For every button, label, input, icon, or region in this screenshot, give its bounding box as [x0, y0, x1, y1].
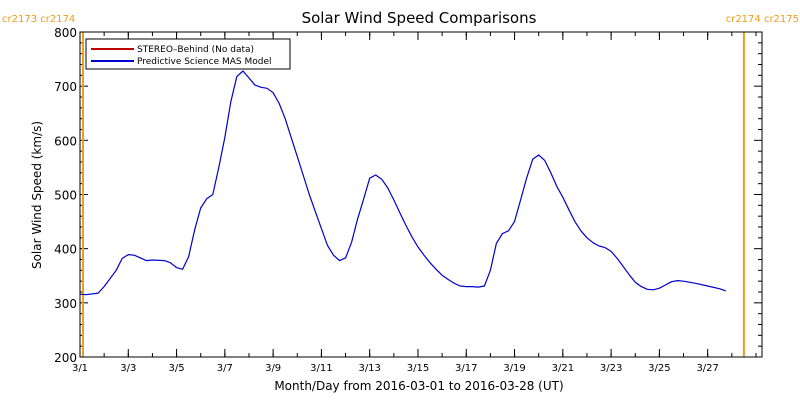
series-line-mas-model [79, 70, 726, 296]
legend-label-stereo: STEREO–Behind (No data) [137, 45, 254, 55]
x-tick-label: 3/25 [648, 363, 670, 374]
x-tick-label: 3/21 [552, 363, 574, 374]
cr-marker-label-right: cr2174 cr2175 [726, 14, 799, 25]
x-tick-label: 3/17 [455, 363, 477, 374]
y-axis-label: Solar Wind Speed (km/s) [30, 121, 44, 269]
x-tick-label: 3/5 [169, 363, 185, 374]
plot-area: 200 300 400 500 600 700 800 3/1 3/3 3/5 3/7 3/9 3/11… [54, 26, 763, 374]
x-tick-label: 3/23 [600, 363, 622, 374]
x-tick-label: 3/27 [696, 363, 718, 374]
chart-title: Solar Wind Speed Comparisons [302, 9, 537, 27]
legend: STEREO–Behind (No data) Predictive Scien… [85, 38, 291, 70]
y-tick-label: 600 [54, 134, 77, 148]
y-tick-label: 700 [54, 80, 77, 94]
y-tick-label: 200 [54, 351, 77, 365]
legend-box [85, 38, 291, 70]
x-tick-label: 3/13 [358, 363, 380, 374]
y-tick-label: 400 [54, 243, 77, 257]
x-axis-label: Month/Day from 2016-03-01 to 2016-03-28 … [274, 379, 563, 393]
y-tick-label: 300 [54, 297, 77, 311]
x-tick-label: 3/9 [265, 363, 281, 374]
x-tick-label: 3/19 [503, 363, 525, 374]
x-tick-label: 3/3 [120, 363, 136, 374]
x-tick-label: 3/15 [407, 363, 429, 374]
legend-label-mas-model: Predictive Science MAS Model [137, 57, 272, 67]
x-tick-label: 3/11 [310, 363, 332, 374]
y-tick-label: 500 [54, 189, 77, 203]
x-tick-label: 3/1 [72, 363, 88, 374]
cr-marker-label-left: cr2173 cr2174 [2, 14, 75, 25]
plot-frame [79, 31, 763, 358]
x-tick-label: 3/7 [217, 363, 233, 374]
y-tick-label: 800 [54, 26, 77, 40]
